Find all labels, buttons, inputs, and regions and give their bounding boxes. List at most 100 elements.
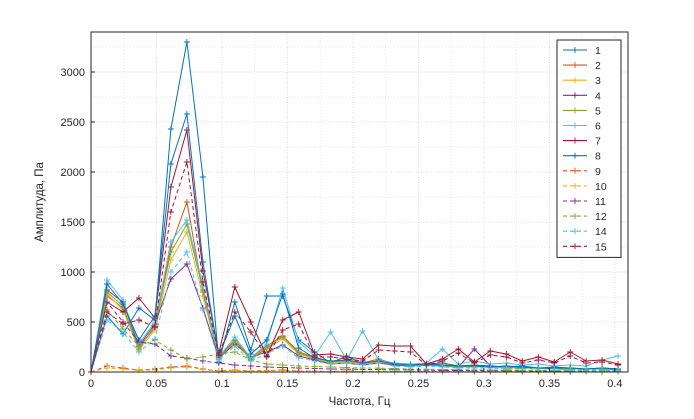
legend-label: 7 [595,136,601,148]
data-point [231,309,238,315]
data-point [615,362,622,368]
data-point [359,358,366,364]
data-point [327,361,334,367]
data-point [247,358,254,364]
data-point [183,111,190,117]
data-point [279,343,286,349]
data-point [167,161,174,167]
data-point [551,360,558,366]
data-point [167,239,174,245]
data-point [535,357,542,363]
legend-marker [572,152,578,159]
legend-marker [572,243,578,250]
data-point [487,352,494,358]
x-tick-label: 0.4 [607,378,622,390]
data-point [247,319,254,325]
legend-box [556,39,622,258]
data-point [279,285,286,291]
legend-marker [572,137,578,144]
series-line-12 [90,309,619,373]
data-point [119,366,126,372]
data-point [119,301,126,307]
data-point [135,343,142,349]
data-point [391,363,398,369]
data-point [151,324,158,330]
data-point [503,366,510,372]
legend-label: 6 [595,121,601,133]
data-point [295,321,302,327]
legend-label: 12 [595,211,607,223]
data-point [455,350,462,356]
data-point [183,356,190,362]
data-point [231,334,238,340]
series-8 [88,111,622,375]
data-point [263,361,270,367]
legend-marker [572,77,578,84]
data-point [183,39,190,45]
legend-marker [572,107,578,114]
legend-item: 5 [563,105,601,117]
data-point [183,159,190,165]
data-point [135,317,142,323]
x-tick-label: 0.2 [345,378,360,390]
legend-label: 15 [595,241,607,253]
legend-marker [572,92,578,99]
data-point [103,365,110,371]
data-point [263,293,270,299]
y-tick-label: 3000 [61,67,85,79]
data-point [583,360,590,366]
x-tick-label: 0.1 [214,378,229,390]
data-point [103,317,110,323]
data-point [503,354,510,360]
axis-ticks: 0 0.05 0.1 0.15 0.2 0.25 0.3 0.35 0.4 0 500 1000 150… [61,67,623,390]
data-point [439,358,446,364]
y-tick-label: 0 [79,367,85,379]
data-point [103,281,110,287]
legend-label: 8 [595,151,601,163]
legend-label: 1 [595,45,601,57]
plot-frame [90,31,629,373]
legend-marker [572,198,578,204]
data-point [311,363,318,370]
data-point [199,174,206,180]
data-point [343,356,350,362]
data-point [327,354,334,360]
data-point [439,346,446,352]
legend-label: 2 [595,60,601,72]
x-axis-label: Частота, Гц [329,396,391,408]
data-point [167,365,174,371]
x-tick-label: 0.35 [539,378,560,390]
data-point [519,360,526,366]
data-point [295,345,302,351]
data-point [183,364,190,370]
data-point [407,343,414,349]
data-point [199,307,206,313]
data-point [167,126,174,132]
x-tick-label: 0.15 [277,378,298,390]
legend-marker [572,62,578,69]
data-point [199,279,206,285]
data-point [247,351,254,357]
data-point [135,349,142,355]
legend-marker [572,122,578,129]
data-point [215,368,222,375]
series-6 [88,217,622,375]
data-point [263,354,270,360]
legend-item: 14 [563,226,607,238]
data-point [295,355,302,361]
data-point [375,347,382,353]
data-point [167,347,174,353]
legend-item: 8 [563,151,601,163]
data-point [375,365,382,372]
data-point [183,217,190,223]
data-point [247,368,254,375]
legend-marker [572,213,578,220]
legend-marker [572,228,578,235]
data-point [231,299,238,305]
data-point [519,366,526,372]
data-point [199,259,206,265]
data-point [183,249,190,255]
data-point [247,329,254,335]
x-tick-label: 0.3 [476,378,491,390]
